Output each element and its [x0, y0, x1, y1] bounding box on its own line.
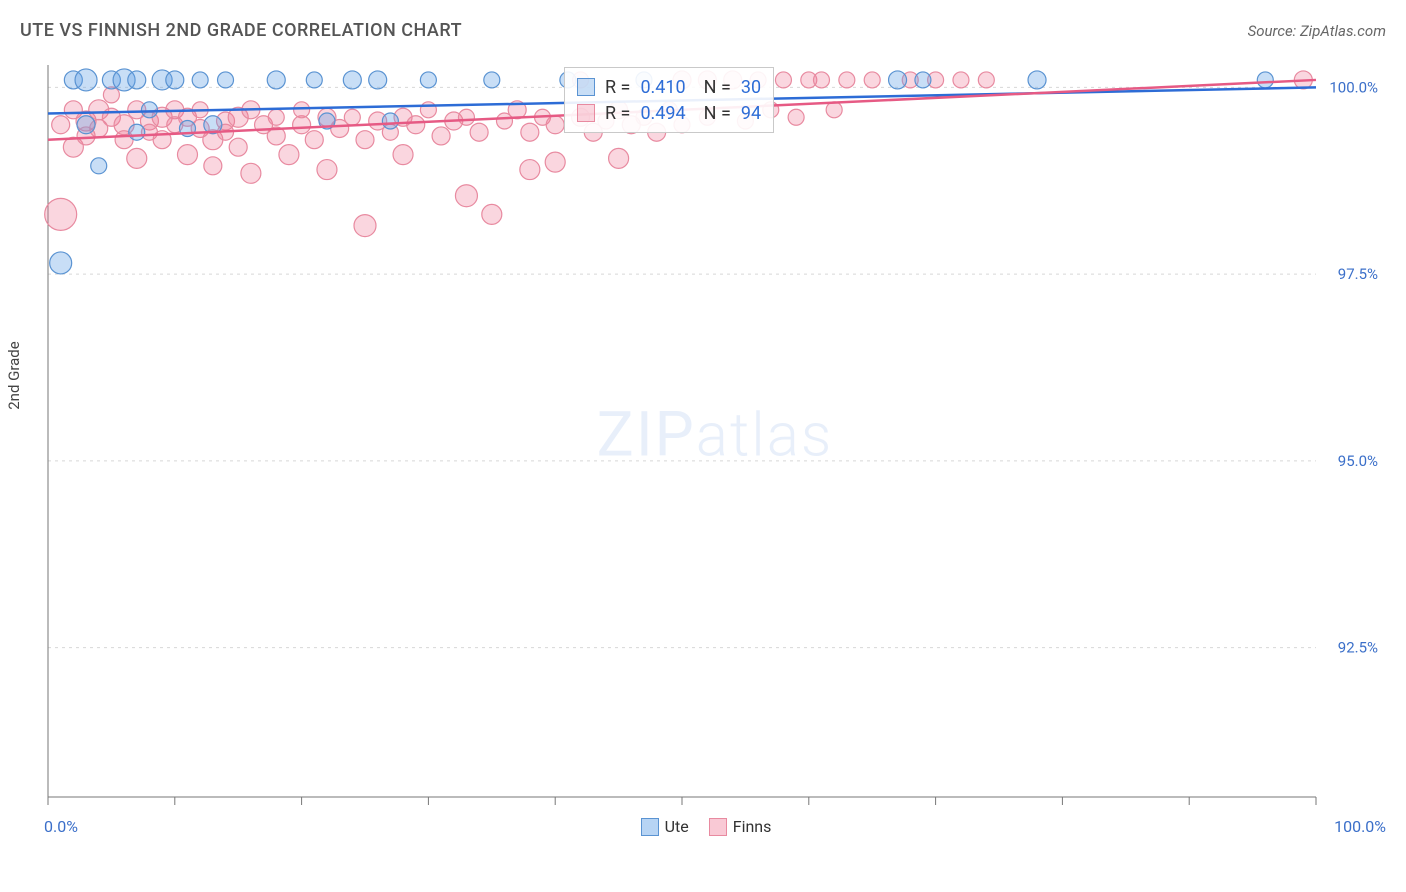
ytick-label: 95.0% [1338, 452, 1378, 470]
scatter-point [813, 72, 829, 88]
scatter-point [915, 72, 931, 88]
scatter-point [839, 72, 855, 88]
scatter-point [788, 109, 804, 125]
scatter-point [91, 158, 107, 174]
scatter-point [382, 113, 398, 129]
legend-item: Ute [641, 817, 689, 836]
scatter-point [864, 72, 880, 88]
legend-label: Ute [665, 817, 689, 836]
scatter-point [75, 69, 97, 91]
stat-n-label: N = [704, 103, 731, 124]
chart-footer: 0.0% Ute Finns 100.0% [0, 811, 1406, 836]
ytick-label: 97.5% [1338, 265, 1378, 283]
xaxis-left-label: 0.0% [44, 817, 78, 836]
scatter-point [306, 72, 322, 88]
scatter-point [305, 131, 323, 149]
stat-n-value: 30 [741, 77, 761, 98]
scatter-point [484, 72, 500, 88]
scatter-point [521, 123, 539, 141]
legend-swatch [641, 818, 659, 836]
stat-row: R = 0.410 N = 30 [577, 74, 761, 100]
scatter-point [420, 102, 436, 118]
scatter-point [1257, 72, 1273, 88]
scatter-point [455, 185, 477, 207]
scatter-point [470, 123, 488, 141]
scatter-point [50, 252, 72, 274]
stat-swatch [577, 104, 595, 122]
scatter-point [241, 163, 261, 183]
stat-row: R = 0.494 N = 94 [577, 100, 761, 126]
source-label: Source: ZipAtlas.com [1248, 22, 1386, 40]
scatter-point [407, 116, 425, 134]
stat-n-value: 94 [741, 103, 761, 124]
scatter-point [458, 109, 474, 125]
scatter-point [218, 72, 234, 88]
correlation-scatter-chart: 92.5% 95.0% 97.5% 100.0% [44, 59, 1386, 811]
scatter-point [268, 109, 284, 125]
legend-bottom: Ute Finns [641, 817, 772, 836]
scatter-point [889, 71, 907, 89]
scatter-point [609, 148, 629, 168]
chart-wrap: 2nd Grade 92.5%95.0%97.5%100.0% ZIPatlas… [44, 59, 1386, 811]
yaxis-label: 2nd Grade [5, 341, 23, 409]
legend-label: Finns [733, 817, 772, 836]
scatter-point [267, 71, 285, 89]
scatter-point [204, 157, 222, 175]
scatter-point [141, 102, 157, 118]
scatter-point [354, 215, 376, 237]
legend-swatch [709, 818, 727, 836]
legend-item: Finns [709, 817, 772, 836]
chart-title: UTE VS FINNISH 2ND GRADE CORRELATION CHA… [20, 20, 462, 41]
stat-n-label: N = [704, 77, 731, 98]
scatter-point [420, 72, 436, 88]
xaxis-right-label: 100.0% [1334, 817, 1386, 836]
scatter-point [344, 109, 360, 125]
scatter-point [77, 116, 95, 134]
stat-r-label: R = [605, 103, 630, 124]
scatter-point [177, 145, 197, 165]
scatter-point [279, 145, 299, 165]
scatter-point [229, 138, 247, 156]
scatter-point [432, 127, 450, 145]
stat-r-label: R = [605, 77, 630, 98]
ytick-label: 100.0% [1329, 78, 1378, 96]
scatter-point [317, 160, 337, 180]
scatter-point [953, 72, 969, 88]
stat-r-value: 0.494 [640, 103, 685, 124]
scatter-point [166, 71, 184, 89]
scatter-point [978, 72, 994, 88]
scatter-point [128, 71, 146, 89]
scatter-point [127, 148, 147, 168]
stat-legend-box: R = 0.410 N = 30 R = 0.494 N = 94 [564, 67, 774, 133]
scatter-point [826, 102, 842, 118]
scatter-point [482, 204, 502, 224]
chart-header: UTE VS FINNISH 2ND GRADE CORRELATION CHA… [0, 0, 1406, 49]
scatter-point [520, 160, 540, 180]
scatter-point [546, 116, 564, 134]
scatter-point [129, 124, 145, 140]
scatter-point [393, 145, 413, 165]
scatter-point [293, 116, 311, 134]
scatter-point [45, 198, 77, 230]
stat-swatch [577, 78, 595, 96]
stat-r-value: 0.410 [640, 77, 685, 98]
scatter-point [294, 102, 310, 118]
scatter-point [52, 116, 70, 134]
scatter-point [775, 72, 791, 88]
scatter-point [545, 152, 565, 172]
scatter-point [343, 71, 361, 89]
ytick-label: 92.5% [1338, 639, 1378, 657]
scatter-point [1028, 71, 1046, 89]
scatter-point [356, 131, 374, 149]
scatter-point [192, 72, 208, 88]
scatter-point [369, 71, 387, 89]
